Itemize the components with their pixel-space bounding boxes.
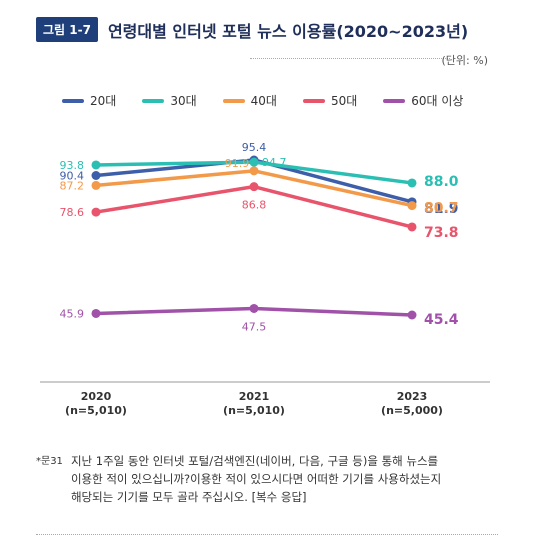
- legend-swatch: [62, 98, 84, 103]
- x-tick-sublabel: (n=5,010): [223, 404, 285, 417]
- unit-divider: [250, 58, 450, 59]
- data-label: 47.5: [242, 320, 267, 333]
- data-point: [249, 182, 259, 192]
- data-point: [91, 180, 101, 190]
- legend-label: 50대: [330, 94, 358, 108]
- data-label: 45.4: [424, 312, 459, 328]
- legend-swatch: [383, 98, 406, 103]
- data-label: 95.4: [242, 141, 267, 154]
- data-point: [407, 310, 417, 320]
- data-label: 45.9: [60, 307, 85, 320]
- data-point: [407, 222, 417, 232]
- data-label: 86.8: [242, 199, 267, 212]
- line-chart: 2020(n=5,010)2021(n=5,010)2023(n=5,000)9…: [40, 141, 490, 417]
- data-label: 94.7: [262, 156, 287, 169]
- data-point: [91, 308, 101, 318]
- legend-item: 60대 이상: [383, 92, 463, 109]
- legend-label: 60대 이상: [411, 94, 464, 108]
- legend-label: 40대: [250, 94, 277, 108]
- legend-swatch: [142, 98, 165, 103]
- data-point: [249, 157, 259, 167]
- data-label: 81.9: [424, 201, 459, 217]
- data-label: 91.9: [225, 157, 250, 170]
- data-point: [407, 201, 417, 211]
- footnote-text: 지난 1주일 동안 인터넷 포털/검색엔진(네이버, 다음, 구글 등)을 통해…: [71, 452, 441, 506]
- legend-item: 20대: [62, 92, 116, 109]
- unit-label: (단위: %): [441, 54, 488, 67]
- data-label: 88.0: [424, 174, 459, 190]
- data-point: [407, 178, 417, 188]
- x-tick-sublabel: (n=5,010): [65, 404, 127, 417]
- legend-label: 30대: [170, 94, 197, 108]
- data-label: 93.8: [60, 159, 85, 172]
- x-tick-label: 2021: [239, 390, 270, 403]
- footnote: *문31 지난 1주일 동안 인터넷 포털/검색엔진(네이버, 다음, 구글 등…: [36, 452, 506, 506]
- x-tick-sublabel: (n=5,000): [381, 404, 443, 417]
- footnote-line: 해당되는 기기를 모두 골라 주십시오. [복수 응답]: [70, 490, 307, 504]
- data-point: [249, 303, 259, 313]
- legend-swatch: [222, 98, 245, 103]
- data-point: [91, 171, 101, 180]
- legend-item: 40대: [222, 92, 277, 109]
- legend-item: 50대: [302, 92, 358, 109]
- data-point: [91, 207, 101, 217]
- legend-label: 20대: [90, 94, 117, 108]
- data-label: 78.6: [60, 206, 85, 219]
- legend-swatch: [302, 98, 325, 103]
- data-point: [249, 166, 259, 176]
- figure-badge: 그림 1-7: [36, 17, 98, 42]
- footnote-line: 지난 1주일 동안 인터넷 포털/검색엔진(네이버, 다음, 구글 등)을 통해…: [70, 454, 439, 468]
- legend-item: 30대: [142, 92, 197, 109]
- footnote-line: 이용한 적이 있으십니까?이용한 적이 있으시다면 어떠한 기기를 사용하셨는지: [70, 472, 442, 486]
- footnote-mark: *문31: [36, 456, 63, 467]
- figure-header: 그림 1-7 연령대별 인터넷 포털 뉴스 이용률(2020~2023년): [36, 17, 468, 42]
- data-label: 73.8: [424, 225, 459, 241]
- data-label: 87.2: [60, 179, 85, 192]
- x-tick-label: 2020: [81, 390, 112, 403]
- data-label: 80.7: [424, 201, 459, 217]
- data-point: [91, 160, 101, 170]
- chart-title: 연령대별 인터넷 포털 뉴스 이용률(2020~2023년): [107, 21, 469, 41]
- bottom-divider: [36, 534, 498, 535]
- x-tick-label: 2023: [397, 390, 428, 403]
- data-label: 90.4: [60, 170, 85, 183]
- legend: 20대 30대 40대 50대 60대 이상: [62, 92, 463, 109]
